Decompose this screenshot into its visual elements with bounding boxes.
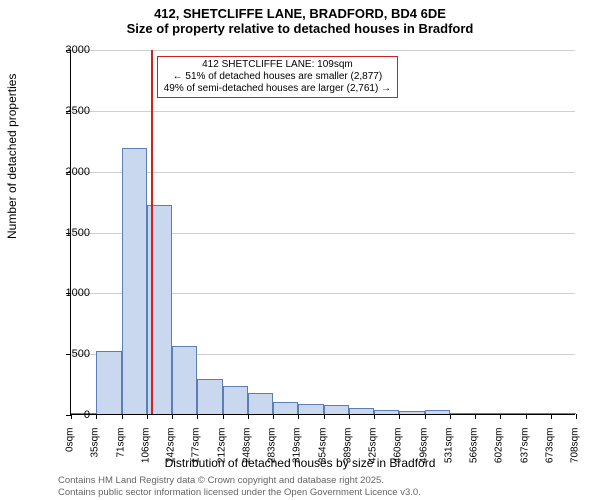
y-tick-label: 3000 bbox=[66, 44, 90, 56]
histogram-bar bbox=[298, 404, 323, 414]
x-tick bbox=[223, 414, 224, 419]
y-axis-label: Number of detached properties bbox=[5, 74, 19, 239]
histogram-bar bbox=[399, 411, 424, 414]
x-tick bbox=[374, 414, 375, 419]
x-tick-label: 212sqm bbox=[216, 428, 227, 478]
chart-subtitle: Size of property relative to detached ho… bbox=[0, 21, 600, 36]
histogram-bar bbox=[248, 393, 273, 414]
y-tick-label: 500 bbox=[72, 348, 90, 360]
x-tick bbox=[71, 414, 72, 419]
y-tick-label: 1500 bbox=[66, 227, 90, 239]
histogram-bar bbox=[526, 413, 551, 414]
annotation-line-2: ← 51% of detached houses are smaller (2,… bbox=[164, 71, 391, 83]
x-tick-label: 708sqm bbox=[570, 428, 581, 478]
histogram-bar bbox=[324, 405, 349, 414]
x-tick-label: 389sqm bbox=[342, 428, 353, 478]
x-tick-label: 673sqm bbox=[544, 428, 555, 478]
annotation-box: 412 SHETCLIFFE LANE: 109sqm ← 51% of det… bbox=[157, 56, 398, 98]
x-tick-label: 531sqm bbox=[443, 428, 454, 478]
y-tick bbox=[66, 354, 71, 355]
x-tick bbox=[526, 414, 527, 419]
x-tick bbox=[197, 414, 198, 419]
histogram-bar bbox=[374, 410, 399, 414]
footer-line-1: Contains HM Land Registry data © Crown c… bbox=[58, 475, 421, 486]
histogram-bar bbox=[349, 408, 374, 414]
histogram-bar bbox=[500, 413, 525, 414]
histogram-bar bbox=[223, 386, 248, 414]
x-tick-label: 425sqm bbox=[368, 428, 379, 478]
x-tick bbox=[324, 414, 325, 419]
histogram-bar bbox=[273, 402, 298, 414]
x-tick-label: 319sqm bbox=[292, 428, 303, 478]
y-tick-label: 2000 bbox=[66, 166, 90, 178]
x-tick-label: 0sqm bbox=[65, 428, 76, 478]
x-tick bbox=[500, 414, 501, 419]
histogram-bar bbox=[551, 413, 576, 414]
y-tick-label: 1000 bbox=[66, 287, 90, 299]
x-tick-label: 248sqm bbox=[241, 428, 252, 478]
chart-container: 412, SHETCLIFFE LANE, BRADFORD, BD4 6DE … bbox=[0, 0, 600, 500]
x-tick-label: 566sqm bbox=[469, 428, 480, 478]
x-tick bbox=[147, 414, 148, 419]
x-tick-label: 35sqm bbox=[90, 428, 101, 478]
marker-line bbox=[151, 50, 153, 414]
x-tick bbox=[576, 414, 577, 419]
x-tick-label: 460sqm bbox=[393, 428, 404, 478]
x-tick-label: 602sqm bbox=[494, 428, 505, 478]
x-tick bbox=[475, 414, 476, 419]
plot-area: 412 SHETCLIFFE LANE: 109sqm ← 51% of det… bbox=[70, 50, 575, 415]
x-tick-label: 71sqm bbox=[115, 428, 126, 478]
x-tick bbox=[450, 414, 451, 419]
x-tick-label: 106sqm bbox=[140, 428, 151, 478]
histogram-bar bbox=[475, 413, 500, 414]
histogram-bar bbox=[122, 148, 147, 414]
x-tick bbox=[273, 414, 274, 419]
x-tick bbox=[425, 414, 426, 419]
footer-line-2: Contains public sector information licen… bbox=[58, 487, 421, 498]
x-tick-label: 142sqm bbox=[166, 428, 177, 478]
x-tick bbox=[172, 414, 173, 419]
annotation-line-1: 412 SHETCLIFFE LANE: 109sqm bbox=[164, 59, 391, 71]
gridline bbox=[71, 111, 575, 112]
x-tick-label: 283sqm bbox=[267, 428, 278, 478]
annotation-line-3: 49% of semi-detached houses are larger (… bbox=[164, 83, 391, 95]
x-tick bbox=[248, 414, 249, 419]
y-tick-label: 0 bbox=[84, 409, 90, 421]
histogram-bar bbox=[172, 346, 197, 414]
x-tick bbox=[399, 414, 400, 419]
x-tick-label: 177sqm bbox=[191, 428, 202, 478]
gridline bbox=[71, 50, 575, 51]
x-tick bbox=[96, 414, 97, 419]
y-tick-label: 2500 bbox=[66, 105, 90, 117]
histogram-bar bbox=[450, 413, 475, 414]
x-tick bbox=[122, 414, 123, 419]
x-tick bbox=[349, 414, 350, 419]
x-tick-label: 637sqm bbox=[519, 428, 530, 478]
x-tick bbox=[551, 414, 552, 419]
x-tick-label: 354sqm bbox=[317, 428, 328, 478]
x-tick bbox=[298, 414, 299, 419]
chart-title: 412, SHETCLIFFE LANE, BRADFORD, BD4 6DE bbox=[0, 0, 600, 21]
x-tick-label: 496sqm bbox=[418, 428, 429, 478]
histogram-bar bbox=[96, 351, 121, 414]
histogram-bar bbox=[197, 379, 222, 414]
footer-attribution: Contains HM Land Registry data © Crown c… bbox=[58, 475, 421, 498]
histogram-bar bbox=[425, 410, 450, 414]
